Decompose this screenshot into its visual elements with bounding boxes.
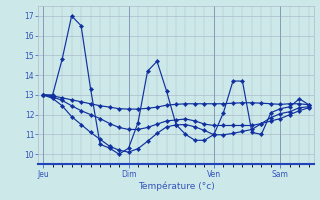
X-axis label: Température (°c): Température (°c) [138, 181, 214, 191]
